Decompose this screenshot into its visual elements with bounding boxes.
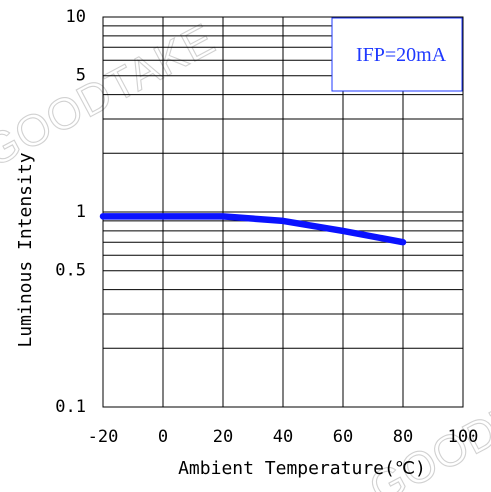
x-tick-label-100: 100	[448, 427, 479, 447]
y-tick-label-10: 10	[66, 7, 86, 27]
y-tick-label-1: 1	[76, 202, 86, 222]
legend: IFP=20mA	[331, 17, 463, 92]
x-tick-label-minus-20: -20	[88, 427, 119, 447]
y-tick-label-0-5: 0.5	[55, 261, 86, 281]
axis-layer	[102, 16, 464, 408]
x-axis-title: Ambient Temperature(℃)	[178, 458, 426, 479]
labels-layer: -20 0 20 40 60 80 100 0.1 0.5 1 5 10	[55, 7, 478, 447]
series-line-1	[99, 213, 407, 246]
watermark-text-1: GOODTAKE	[0, 14, 223, 177]
x-tick-label-40: 40	[273, 427, 293, 447]
x-tick-label-20: 20	[213, 427, 233, 447]
legend-box	[331, 17, 463, 92]
x-tick-label-0: 0	[158, 427, 168, 447]
series-layer	[99, 213, 407, 246]
x-tick-label-80: 80	[393, 427, 413, 447]
legend-label: IFP=20mA	[356, 44, 447, 66]
x-tick-label-60: 60	[333, 427, 353, 447]
plot-border	[102, 16, 464, 408]
y-axis-title: Luminous Intensity	[15, 152, 36, 347]
y-tick-label-0-1: 0.1	[55, 397, 86, 417]
y-tick-label-5: 5	[76, 66, 86, 86]
